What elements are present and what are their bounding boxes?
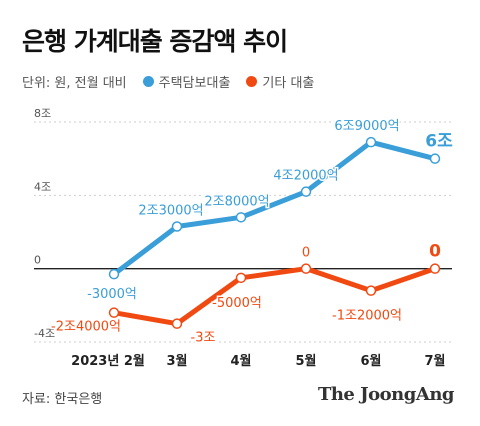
- data-point: [429, 263, 441, 274]
- data-label: -3조: [191, 331, 216, 346]
- x-tick-label: 7월: [424, 353, 445, 369]
- data-point: [429, 153, 441, 164]
- data-label: -1조2000억: [332, 309, 402, 324]
- data-point: [108, 268, 120, 280]
- legend-dot-other: [246, 76, 258, 87]
- data-point: [171, 318, 183, 329]
- legend-item-mortgage: 주택담보대출: [142, 72, 231, 91]
- legend-label-mortgage: 주택담보대출: [158, 76, 231, 91]
- x-tick-label: 4월: [230, 353, 251, 369]
- x-tick-label: 6월: [360, 353, 381, 369]
- legend-dot-mortgage: [142, 76, 154, 87]
- x-tick-label: 2023년 2월: [71, 353, 145, 369]
- series-line-mortgage: [111, 139, 438, 277]
- unit-label: 단위: 원, 전월 대비: [22, 76, 127, 91]
- data-point: [108, 307, 120, 318]
- data-label: 6조: [425, 132, 453, 152]
- data-point: [365, 285, 377, 296]
- data-label: 0: [429, 242, 441, 262]
- data-point: [365, 136, 377, 148]
- data-point: [300, 186, 312, 197]
- x-tick-label: 3월: [166, 353, 187, 369]
- y-tick-label: 8조: [34, 107, 51, 120]
- series-line-other: [111, 266, 438, 327]
- data-label: -2조4000억: [51, 320, 121, 335]
- data-point: [235, 212, 247, 223]
- brand-logo: The JoongAng: [317, 384, 455, 405]
- data-point: [300, 263, 312, 274]
- x-tick-label: 5월: [295, 353, 316, 369]
- data-label: 2조3000억: [138, 204, 203, 219]
- data-point: [171, 221, 183, 232]
- y-tick-label: -4조: [34, 327, 55, 340]
- legend-label-other: 기타 대출: [262, 76, 315, 91]
- data-point: [235, 272, 247, 284]
- y-tick-label: 0: [34, 254, 41, 267]
- data-label: 0: [302, 246, 310, 261]
- data-label: 6조9000억: [334, 119, 399, 134]
- subtitle-row: 단위: 원, 전월 대비 주택담보대출 기타 대출: [22, 72, 314, 91]
- y-tick-label: 4조: [34, 180, 51, 193]
- data-label: 2조8000억: [204, 194, 269, 209]
- data-label: -5000억: [212, 296, 262, 311]
- legend-item-other: 기타 대출: [246, 72, 314, 91]
- data-label: 4조2000억: [273, 169, 338, 184]
- data-label: -3000억: [87, 287, 137, 302]
- source-note: 자료: 한국은행: [22, 392, 103, 407]
- chart-title: 은행 가계대출 증감액 추이: [22, 27, 288, 56]
